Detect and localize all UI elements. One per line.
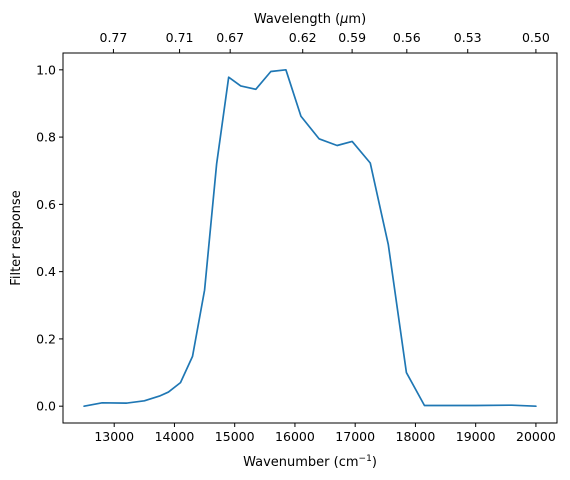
y-tick-label: 0.6 bbox=[36, 197, 56, 212]
top-tick-label: 0.59 bbox=[338, 30, 366, 45]
x-tick-label: 13000 bbox=[94, 429, 134, 444]
y-tick-label: 0.8 bbox=[36, 130, 56, 145]
top-tick-label: 0.56 bbox=[393, 30, 421, 45]
top-axis-label: Wavelength (μm) bbox=[254, 12, 366, 27]
top-tick-label: 0.77 bbox=[100, 30, 128, 45]
top-tick-label: 0.71 bbox=[166, 30, 194, 45]
x-tick-label: 18000 bbox=[396, 429, 436, 444]
y-tick-label: 0.4 bbox=[36, 264, 56, 279]
x-tick-label: 17000 bbox=[335, 429, 375, 444]
top-tick-label: 0.50 bbox=[522, 30, 550, 45]
plot-area bbox=[62, 52, 558, 424]
top-tick-label: 0.67 bbox=[216, 30, 244, 45]
top-tick-label: 0.62 bbox=[289, 30, 317, 45]
x-tick-label: 14000 bbox=[155, 429, 195, 444]
x-axis-label: Wavenumber (cm−1) bbox=[243, 454, 377, 470]
series-line-0 bbox=[83, 68, 537, 408]
x-tick-label: 20000 bbox=[516, 429, 556, 444]
y-tick-label: 1.0 bbox=[36, 62, 56, 77]
x-tick-label: 16000 bbox=[275, 429, 315, 444]
y-axis-label: Filter response bbox=[9, 190, 24, 285]
top-tick-label: 0.53 bbox=[454, 30, 482, 45]
x-tick-label: 19000 bbox=[456, 429, 496, 444]
y-tick-label: 0.0 bbox=[36, 399, 56, 414]
x-tick-label: 15000 bbox=[215, 429, 255, 444]
y-tick-label: 0.2 bbox=[36, 331, 56, 346]
